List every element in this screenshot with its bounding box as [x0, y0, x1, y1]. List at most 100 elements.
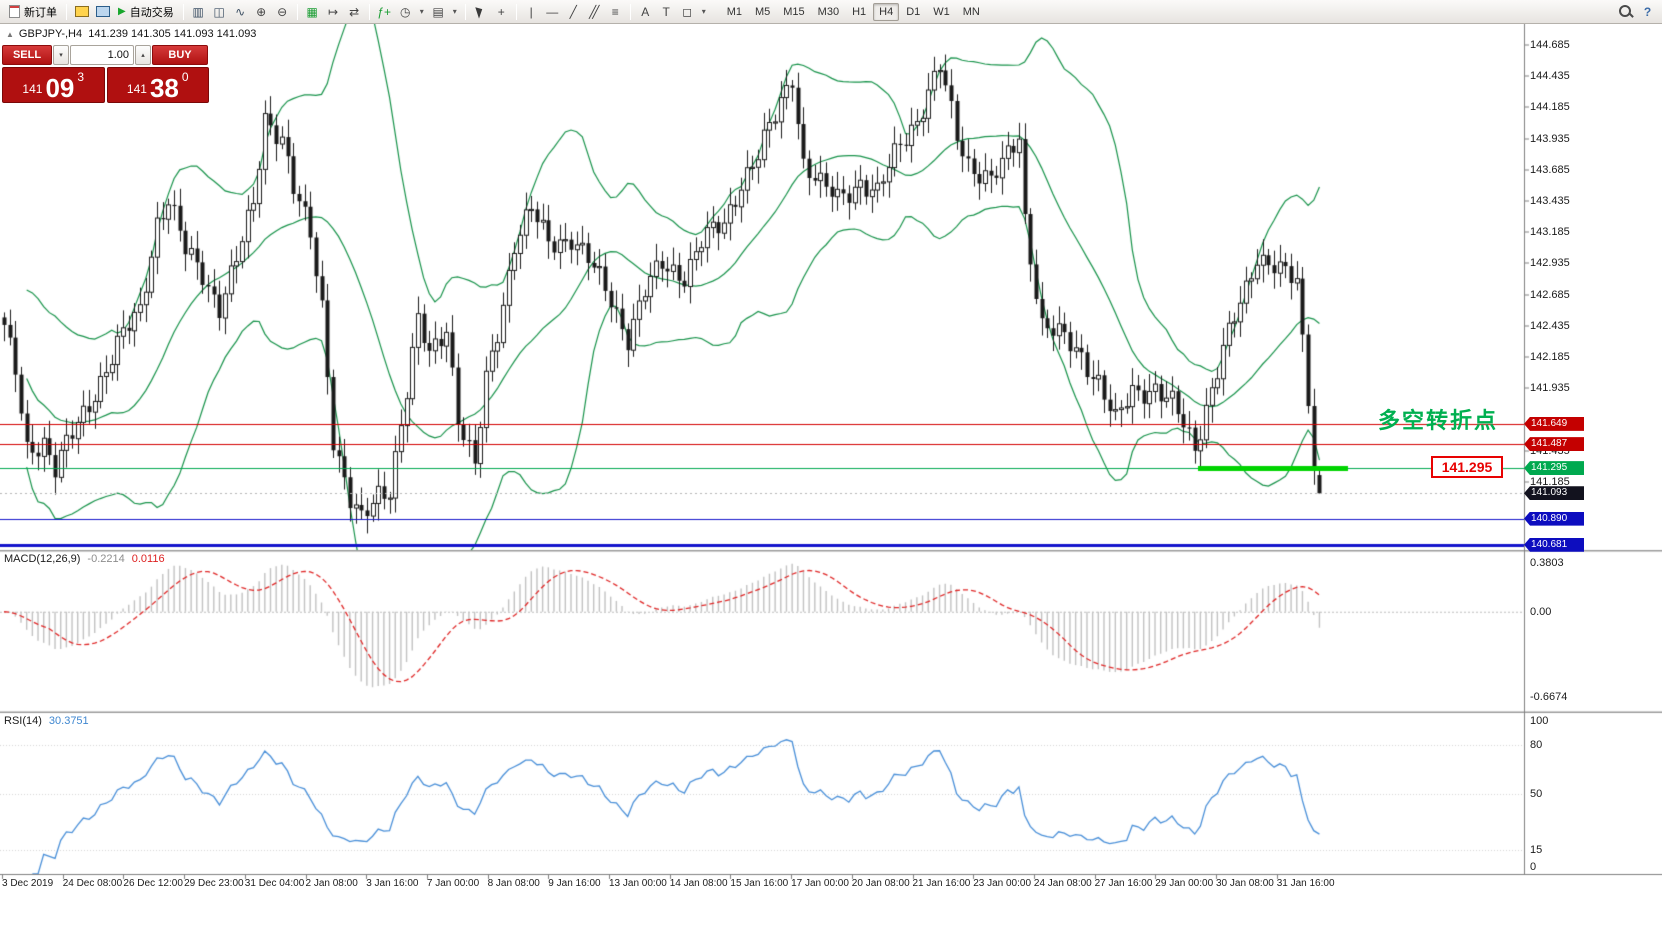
price-badge-141.093: 141.093 [1524, 486, 1584, 501]
zoom-in-icon[interactable]: ⊕ [256, 4, 267, 19]
price-badge-141.487: 141.487 [1524, 437, 1584, 452]
timeframe-m30[interactable]: M30 [812, 3, 845, 21]
rsi-value: 30.3751 [48, 715, 89, 727]
time-axis-label: 9 Jan 16:00 [548, 878, 601, 889]
macd-panel-splitter[interactable] [0, 548, 1662, 553]
zoom-out-icon[interactable]: ⊖ [277, 4, 288, 19]
crosshair-icon[interactable]: + [497, 4, 505, 19]
label-tool-icon[interactable]: T [662, 4, 670, 19]
macd-label: MACD(12,26,9) -0.2214 0.0116 [4, 553, 165, 565]
rsi-name: RSI(14) [4, 715, 42, 727]
toolbar-separator [66, 3, 67, 20]
price-axis-label: 143.935 [1530, 132, 1570, 145]
time-axis-label: 20 Jan 08:00 [851, 878, 910, 889]
time-axis-label: 3 Jan 16:00 [366, 878, 419, 889]
timeframe-d1[interactable]: D1 [900, 3, 926, 21]
volume-down-button[interactable]: ▾ [53, 45, 69, 65]
price-axis-label: 142.435 [1530, 319, 1570, 332]
periods-icon[interactable]: ◷ [399, 4, 411, 19]
buy-price-panel[interactable]: 141 38 0 [106, 67, 209, 103]
macd-signal-value: 0.0116 [131, 553, 165, 565]
indicators-add-icon[interactable]: ƒ+ [377, 4, 392, 19]
auto-trading-label: 自动交易 [129, 6, 174, 19]
shapes-icon[interactable]: ◻ [682, 4, 693, 19]
timeframe-w1[interactable]: W1 [927, 3, 956, 21]
one-click-toggle-icon[interactable]: ▲ [6, 29, 14, 39]
sell-price-pips: 09 [45, 72, 75, 103]
macd-axis-label: 0.00 [1530, 605, 1552, 618]
chart-shift-icon[interactable]: ⇄ [349, 4, 360, 19]
price-label-box[interactable]: 141.295 [1431, 456, 1503, 478]
rsi-axis-label: 100 [1530, 715, 1549, 727]
volume-input[interactable] [70, 45, 134, 65]
sell-price-main: 141 [22, 82, 43, 96]
new-order-button[interactable]: 新订单 [5, 2, 61, 22]
chevron-down-icon[interactable]: ▾ [419, 7, 424, 16]
time-axis-label: 3 Dec 2019 [2, 878, 54, 889]
channel-icon[interactable]: ╱╱ [588, 4, 599, 19]
chevron-down-icon[interactable]: ▾ [452, 7, 457, 16]
price-badge-140.890: 140.890 [1524, 511, 1584, 526]
bar-chart-icon[interactable]: ▥ [192, 4, 204, 19]
timeframe-mn[interactable]: MN [957, 3, 986, 21]
macd-axis-label: -0.6674 [1530, 691, 1568, 704]
templates-icon[interactable]: ▤ [432, 4, 444, 19]
new-order-icon [9, 5, 20, 18]
macd-name: MACD(12,26,9) [4, 553, 81, 565]
time-axis-label: 21 Jan 16:00 [912, 878, 971, 889]
price-axis-label: 142.935 [1530, 257, 1570, 270]
top-toolbar: 新订单 ▶ 自动交易 ▥ ◫ ∿ ⊕ ⊖ ▦ ↦ ⇄ ƒ+ ◷ ▾ ▤ ▾ + … [0, 0, 1662, 24]
time-axis-label: 14 Jan 08:00 [669, 878, 728, 889]
price-badge-140.681: 140.681 [1524, 537, 1584, 552]
buy-button[interactable]: BUY [152, 45, 208, 65]
price-axis-label: 143.685 [1530, 163, 1570, 176]
time-axis-label: 24 Jan 08:00 [1033, 878, 1092, 889]
price-axis-label: 142.185 [1530, 351, 1570, 363]
vertical-line-icon[interactable]: | [529, 4, 533, 19]
price-axis-label: 141.185 [1530, 475, 1570, 488]
price-badge-141.649: 141.649 [1524, 416, 1584, 431]
candlestick-chart-icon[interactable]: ◫ [213, 4, 225, 19]
toolbar-separator [629, 3, 631, 20]
price-axis-label: 142.685 [1530, 288, 1570, 301]
line-chart-icon[interactable]: ∿ [235, 4, 246, 19]
search-icon[interactable] [1615, 2, 1636, 21]
rsi-axis-label: 50 [1530, 787, 1543, 800]
cursor-icon[interactable] [471, 2, 490, 21]
toolbar-separator [368, 3, 370, 20]
sell-price-sup: 3 [77, 70, 85, 84]
fibonacci-icon[interactable]: ≡ [611, 4, 619, 19]
volume-up-button[interactable]: ▴ [135, 45, 151, 65]
chart-canvas[interactable] [0, 24, 1662, 952]
tile-windows-icon[interactable]: ▦ [306, 4, 318, 19]
time-axis-label: 30 Jan 08:00 [1216, 878, 1274, 889]
one-click-trading-panel: SELL ▾ ▴ BUY 141 09 3 141 38 0 [2, 45, 209, 103]
price-axis-label: 144.185 [1530, 101, 1570, 114]
sell-price-panel[interactable]: 141 09 3 [2, 67, 105, 103]
chevron-down-icon[interactable]: ▾ [701, 7, 706, 16]
profiles-icon[interactable] [93, 2, 112, 21]
help-icon[interactable]: ? [1643, 4, 1652, 19]
charts-stack-icon[interactable] [72, 2, 91, 21]
turning-point-annotation[interactable]: 多空转折点 [1378, 408, 1499, 433]
auto-trading-button[interactable]: ▶ 自动交易 [114, 2, 178, 22]
timeframe-h1[interactable]: H1 [846, 3, 872, 21]
text-tool-icon[interactable]: A [641, 4, 650, 19]
rsi-panel-splitter[interactable] [0, 709, 1662, 714]
time-axis-label: 2 Jan 08:00 [305, 878, 358, 889]
timeframe-m5[interactable]: M5 [749, 3, 776, 21]
time-axis-label: 31 Jan 16:00 [1276, 878, 1335, 889]
timeframe-m15[interactable]: M15 [777, 3, 810, 21]
autotrade-play-icon: ▶ [118, 6, 126, 17]
toolbar-separator [515, 3, 517, 20]
timeframe-m1[interactable]: M1 [721, 3, 748, 21]
sell-button[interactable]: SELL [2, 45, 52, 65]
buy-price-pips: 38 [149, 72, 179, 103]
horizontal-line-icon[interactable]: ― [546, 4, 559, 19]
trendline-icon[interactable]: ╱ [569, 4, 577, 19]
symbol-ohlc-text: GBPJPY-,H4 141.239 141.305 141.093 141.0… [18, 28, 257, 40]
auto-scroll-icon[interactable]: ↦ [328, 4, 339, 19]
toolbar-separator [182, 3, 184, 20]
timeframe-group: M1 M5 M15 M30 H1 H4 D1 W1 MN [721, 2, 986, 21]
timeframe-h4[interactable]: H4 [873, 2, 900, 21]
